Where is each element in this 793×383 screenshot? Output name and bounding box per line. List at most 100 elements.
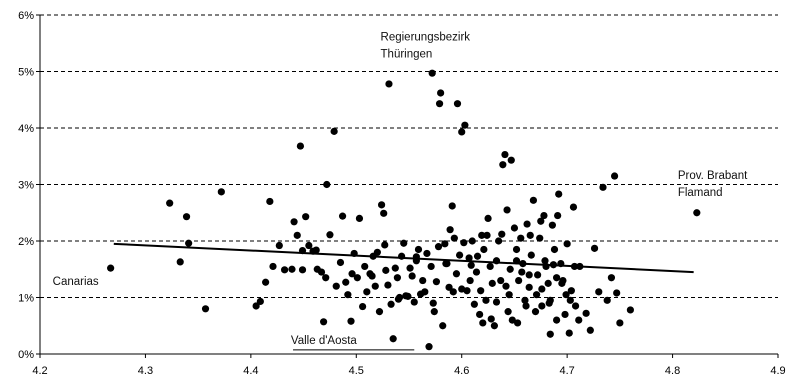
data-point (607, 274, 616, 282)
data-point (487, 315, 495, 323)
data-point (532, 291, 541, 299)
data-point (554, 211, 562, 220)
y-tick-label: 3% (18, 180, 34, 192)
data-point (423, 249, 431, 258)
data-point (450, 234, 458, 242)
data-point (548, 221, 556, 229)
y-tick-label: 0% (18, 349, 34, 361)
data-point (565, 329, 573, 337)
data-point (566, 296, 574, 304)
data-point (406, 264, 414, 272)
data-point (505, 291, 513, 299)
data-point (293, 231, 301, 239)
data-point (336, 258, 345, 267)
data-point (326, 231, 334, 239)
data-point (305, 241, 313, 250)
data-point (555, 190, 563, 198)
data-point (467, 261, 475, 269)
data-point (476, 310, 484, 319)
x-tick-label: 4.8 (665, 365, 680, 377)
data-point (522, 302, 530, 310)
data-point (373, 248, 381, 256)
data-point (375, 308, 384, 316)
data-point (344, 291, 352, 299)
data-point (382, 266, 390, 274)
data-point (453, 100, 462, 108)
data-point (256, 297, 264, 306)
data-point (317, 268, 326, 276)
data-point (385, 80, 393, 88)
data-point (387, 300, 395, 308)
data-point (550, 245, 559, 254)
data-point (391, 264, 399, 272)
trend-line (113, 242, 694, 274)
data-point (537, 217, 545, 225)
data-point (430, 308, 438, 316)
data-point (353, 274, 361, 282)
x-tick-label: 4.4 (243, 365, 258, 377)
data-point (525, 283, 533, 291)
y-tick-label: 4% (18, 123, 34, 135)
data-point (322, 274, 330, 282)
x-axis-ticks: 4.2 4.3 4.4 4.5 4.6 4.7 4.8 4.9 (32, 354, 786, 377)
data-point (490, 322, 498, 330)
data-point (320, 318, 328, 326)
data-point (363, 288, 371, 296)
data-point (466, 276, 474, 285)
x-tick-label: 4.6 (454, 365, 469, 377)
data-point (541, 257, 549, 265)
data-point (586, 326, 594, 334)
data-point (468, 237, 476, 245)
data-point (460, 239, 468, 247)
data-point (512, 245, 521, 254)
data-point (288, 265, 296, 273)
data-point (393, 274, 402, 282)
data-point (472, 268, 481, 276)
data-point (266, 197, 274, 206)
data-point (527, 251, 535, 259)
data-point (404, 292, 412, 300)
y-axis-ticks: 0% 1% 2% 3% 4% 5% 6% (18, 10, 40, 361)
data-point (495, 237, 503, 245)
data-point (166, 199, 174, 207)
data-point (427, 262, 435, 271)
data-point (610, 172, 619, 180)
data-point (217, 188, 225, 196)
annotation-label: Canarias (53, 276, 99, 288)
data-point (298, 266, 307, 274)
data-point (563, 240, 571, 248)
data-point (477, 287, 485, 295)
data-point (185, 239, 193, 247)
data-point (470, 300, 478, 308)
data-point (355, 214, 364, 222)
x-tick-label: 4.5 (349, 365, 364, 377)
data-point (562, 291, 570, 299)
data-point (394, 295, 403, 303)
data-point (347, 317, 355, 325)
y-tick-label: 5% (18, 67, 34, 79)
data-point (529, 196, 538, 204)
data-point (323, 180, 331, 189)
data-point (262, 278, 270, 286)
data-point (384, 281, 392, 289)
data-point (442, 260, 450, 268)
annotations: Regierungsbezirk Thüringen Prov. Brabant Fl… (53, 31, 748, 351)
data-point (368, 272, 376, 280)
data-point (599, 183, 607, 191)
data-point (456, 251, 464, 259)
annotation-label: Regierungsbezirk (381, 31, 471, 43)
data-point (506, 265, 514, 273)
trend-line-segment (113, 242, 694, 274)
data-point (540, 211, 548, 220)
x-tick-label: 4.2 (32, 365, 47, 377)
data-point (445, 283, 453, 291)
annotation-label: Valle d'Aosta (291, 335, 358, 347)
data-point (446, 226, 454, 234)
data-point (626, 306, 635, 314)
data-point (452, 270, 461, 278)
data-point (582, 309, 590, 317)
data-point (517, 234, 525, 242)
annotation-label: Flamand (678, 187, 723, 199)
y-tick-label: 6% (18, 10, 34, 22)
x-tick-label: 4.3 (138, 365, 153, 377)
